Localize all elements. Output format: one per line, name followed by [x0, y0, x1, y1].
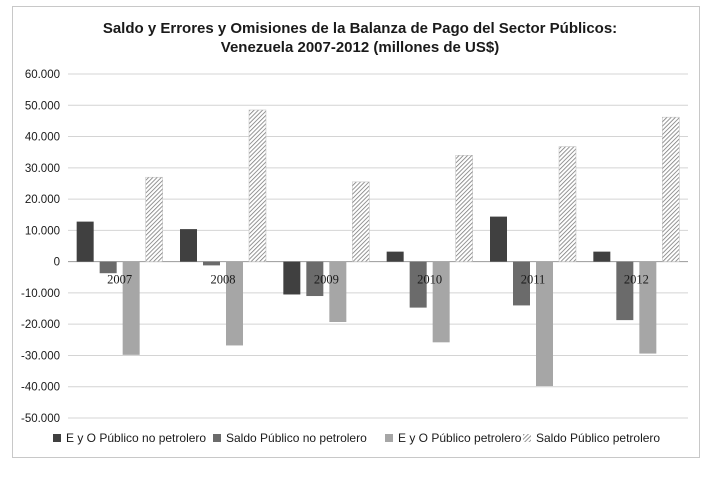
- y-tick-label: -30.000: [21, 350, 60, 362]
- y-axis: 60.000 50.000 40.000 30.000 20.000 10.000 0 -10…: [21, 69, 60, 425]
- bar-2012-series-4: [662, 116, 680, 262]
- bar-2008-series-4: [248, 109, 267, 262]
- y-tick-label: 50.000: [25, 100, 60, 112]
- y-tick-label: 10.000: [25, 225, 60, 237]
- x-axis-labels: 2007 2008 2009 2010 2011 2012: [107, 273, 649, 287]
- category-label-2012: 2012: [624, 273, 649, 287]
- bar-2011-series-1: [490, 216, 507, 262]
- bar-2012-series-2: [616, 261, 634, 321]
- chart-title-line-2: Venezuela 2007-2012 (millones de US$): [221, 39, 499, 56]
- legend-label-1: E y O Público no petrolero: [66, 431, 206, 445]
- bar-2009-series-1: [283, 261, 301, 295]
- bar-2008-series-3: [226, 261, 243, 346]
- category-label-2010: 2010: [417, 273, 442, 287]
- legend: E y O Público no petrolero Saldo Público …: [53, 431, 660, 445]
- legend-swatch-2: [213, 434, 221, 442]
- y-tick-label: 20.000: [25, 194, 60, 206]
- bar-2012-series-1: [593, 251, 611, 262]
- y-tick-label: -40.000: [21, 382, 60, 394]
- y-tick-label: -50.000: [21, 413, 60, 425]
- bar-chart: Saldo y Errores y Omisiones de la Balanz…: [21, 20, 688, 445]
- bar-2009-series-2: [306, 261, 324, 297]
- legend-label-4: Saldo Público petrolero: [536, 431, 660, 445]
- chart-frame: Saldo y Errores y Omisiones de la Balanz…: [12, 6, 700, 458]
- bar-2007-series-4: [145, 176, 163, 262]
- category-label-2009: 2009: [314, 273, 339, 287]
- bar-2010-series-4: [455, 155, 473, 262]
- category-label-2007: 2007: [107, 273, 132, 287]
- bar-2011-series-2: [513, 261, 530, 306]
- bar-2010-series-1: [386, 251, 404, 262]
- category-label-2008: 2008: [211, 273, 236, 287]
- y-tick-label: 40.000: [25, 132, 60, 144]
- y-tick-label: 60.000: [25, 69, 60, 81]
- legend-swatch-4: [523, 434, 531, 442]
- bar-2011-series-3: [536, 261, 553, 387]
- bar-2011-series-4: [558, 146, 577, 262]
- bar-2007-series-3: [122, 261, 140, 355]
- bars: [76, 109, 680, 387]
- bar-2010-series-2: [409, 261, 427, 308]
- bar-2009-series-3: [329, 261, 347, 322]
- legend-swatch-3: [385, 434, 393, 442]
- bar-2010-series-3: [432, 261, 450, 343]
- category-label-2011: 2011: [521, 273, 546, 287]
- chart-title-line-1: Saldo y Errores y Omisiones de la Balanz…: [103, 20, 617, 37]
- y-tick-label: -10.000: [21, 288, 60, 300]
- gridlines: [68, 73, 688, 419]
- bar-2012-series-3: [639, 261, 657, 354]
- bar-2007-series-1: [76, 221, 94, 262]
- legend-label-3: E y O Público petrolero: [398, 431, 522, 445]
- legend-swatch-1: [53, 434, 61, 442]
- bar-2008-series-1: [180, 229, 197, 262]
- y-tick-label: 0: [54, 257, 60, 269]
- bar-2009-series-4: [352, 181, 370, 262]
- y-tick-label: 30.000: [25, 163, 60, 175]
- legend-label-2: Saldo Público no petrolero: [226, 431, 367, 445]
- bar-2008-series-2: [203, 261, 220, 266]
- y-tick-label: -20.000: [21, 319, 60, 331]
- bar-2007-series-2: [99, 261, 117, 274]
